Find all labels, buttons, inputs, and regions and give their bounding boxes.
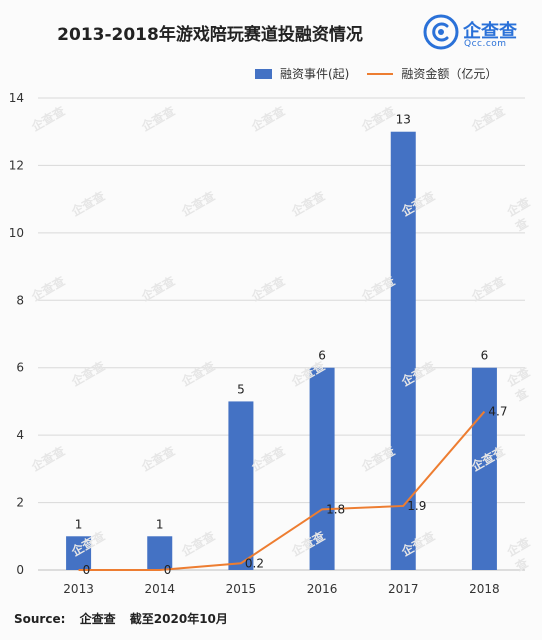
source-note: Source: 企查查 截至2020年10月	[14, 610, 238, 627]
y-tick-label: 0	[16, 563, 24, 577]
line-data-label: 0	[164, 563, 172, 577]
source-name: 企查查	[79, 612, 116, 626]
bar-data-label: 6	[481, 349, 489, 363]
bar-data-label: 1	[156, 517, 164, 531]
line-data-label: 0.2	[245, 556, 264, 570]
y-tick-label: 2	[16, 496, 24, 510]
legend-bar-label: 融资事件(起)	[280, 67, 350, 81]
bar	[309, 367, 335, 570]
chart-title: 2013-2018年游戏陪玩赛道投融资情况	[57, 25, 363, 45]
source-label: Source:	[14, 612, 66, 626]
bar-data-label: 13	[396, 113, 411, 127]
bar-data-label: 5	[237, 382, 245, 396]
brand-name: 企查查	[463, 21, 517, 42]
chart-legend: 融资事件(起) 融资金额（亿元）	[255, 65, 497, 82]
x-tick-label: 2013	[63, 582, 94, 596]
legend-line-label: 融资金额（亿元）	[401, 67, 498, 81]
y-tick-label: 10	[9, 226, 24, 240]
x-tick-label: 2014	[144, 582, 175, 596]
y-tick-label: 6	[16, 361, 24, 375]
y-tick-label: 14	[9, 91, 24, 105]
x-tick-label: 2016	[307, 582, 338, 596]
line-series	[78, 410, 486, 571]
line-data-label: 1.9	[407, 499, 426, 513]
x-tick-label: 2017	[388, 582, 419, 596]
bar	[471, 367, 497, 570]
brand-logo: 企查查 Qcc.com	[423, 14, 533, 52]
x-tick-label: 2015	[226, 582, 257, 596]
bar-data-label: 1	[75, 517, 83, 531]
x-tick-label: 2018	[469, 582, 500, 596]
legend-line-swatch	[367, 72, 394, 75]
bar	[147, 536, 173, 570]
bar	[228, 401, 254, 570]
line-data-label: 1.8	[326, 502, 345, 516]
brand-domain: Qcc.com	[464, 39, 507, 49]
legend-bar-swatch	[255, 68, 272, 79]
y-tick-label: 8	[16, 293, 24, 307]
bar	[66, 536, 92, 570]
line-data-label: 4.7	[488, 405, 507, 419]
y-tick-label: 12	[9, 158, 24, 172]
brand-icon	[423, 14, 459, 50]
line-data-label: 0	[83, 563, 91, 577]
source-cutoff: 截至2020年10月	[129, 612, 228, 626]
y-tick-label: 4	[16, 428, 24, 442]
bar-data-label: 6	[318, 349, 326, 363]
